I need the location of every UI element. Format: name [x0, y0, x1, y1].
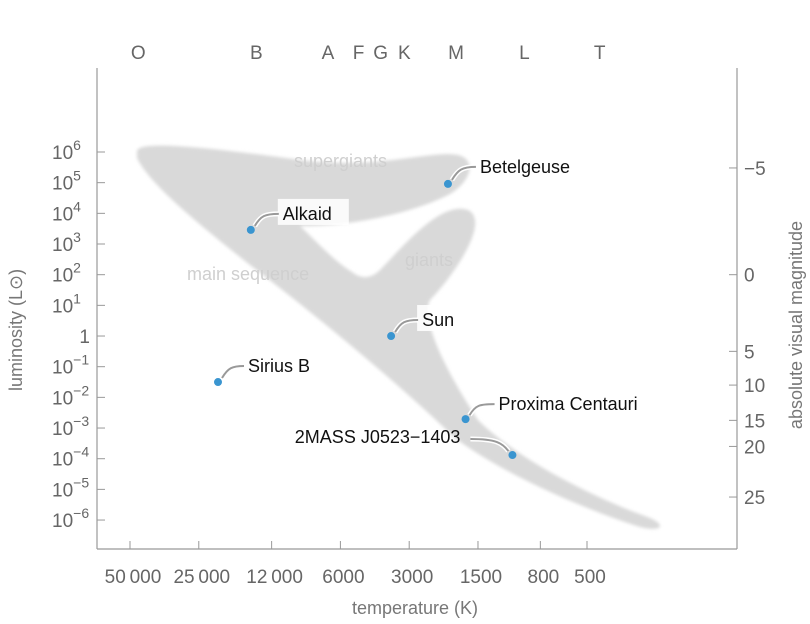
x-axis-title: temperature (K): [352, 598, 478, 618]
spectral-class-label: O: [131, 43, 146, 64]
y-tick-label: 101: [52, 290, 81, 317]
x-tick-label: 12 000: [246, 567, 303, 588]
y2-tick-label: −5: [744, 159, 766, 180]
star-point[interactable]: [213, 378, 222, 387]
star-label: 2MASS J0523−1403: [295, 427, 461, 447]
star-point-group: Alkaid: [246, 198, 349, 234]
star-point-group: 2MASS J0523−1403: [295, 427, 517, 460]
y-tick-label: 10−6: [52, 505, 89, 532]
y2-tick-label: 20: [744, 437, 765, 458]
star-label: Sirius B: [248, 356, 310, 376]
y-tick-label: 10−5: [52, 474, 89, 501]
star-point[interactable]: [387, 332, 396, 341]
x-tick-label: 6000: [322, 567, 364, 588]
star-point-group: Proxima Centauri: [461, 394, 638, 424]
label-background: [277, 198, 349, 225]
star-label: Alkaid: [283, 204, 332, 224]
y-tick-label: 104: [52, 198, 81, 225]
star-point[interactable]: [246, 225, 255, 234]
y-tick-label: 10−3: [52, 413, 89, 440]
star-label: Sun: [422, 310, 454, 330]
y-tick-label: 102: [52, 260, 81, 287]
y-axis-title: luminosity (L⊙): [6, 269, 26, 391]
leader-line: [451, 165, 476, 181]
spectral-class-label: M: [448, 43, 464, 64]
star-region-shape: [136, 145, 661, 529]
star-point-group: Sun: [387, 305, 457, 341]
region-label: giants: [405, 250, 453, 270]
y-tick-label: 1: [79, 327, 90, 348]
y2-tick-label: 5: [744, 342, 755, 363]
y2-tick-label: 15: [744, 411, 765, 432]
spectral-class-label: A: [322, 43, 335, 64]
spectral-class-label: F: [353, 43, 365, 64]
spectral-class-label: K: [398, 43, 411, 64]
spectral-class-label: T: [594, 43, 606, 64]
spectral-class-label: L: [519, 43, 530, 64]
x-tick-label: 3000: [391, 567, 433, 588]
y-tick-label: 105: [52, 168, 81, 195]
star-label: Proxima Centauri: [499, 394, 638, 414]
y-tick-label: 10−2: [52, 382, 89, 409]
label-background: [417, 305, 457, 332]
x-tick-label: 1500: [460, 567, 502, 588]
x-tick-label: 25 000: [173, 567, 230, 588]
y2-tick-label: 10: [744, 376, 765, 397]
plot-frame: [96, 68, 738, 550]
y-tick-label: 103: [52, 229, 81, 256]
y-tick-label: 10−1: [52, 352, 89, 379]
star-point[interactable]: [508, 451, 517, 460]
leader-line: [394, 319, 419, 333]
y2-axis-title: absolute visual magnitude: [786, 221, 806, 429]
star-point[interactable]: [443, 179, 452, 188]
x-tick-label: 500: [574, 567, 606, 588]
spectral-class-label: B: [250, 43, 263, 64]
y2-tick-label: 25: [744, 488, 765, 509]
y-tick-label: 106: [52, 137, 81, 164]
star-point-group: Betelgeuse: [443, 157, 570, 188]
region-label: supergiants: [294, 151, 387, 171]
region-label: main sequence: [187, 264, 309, 284]
star-point-group: Sirius B: [213, 356, 310, 387]
spectral-class-label: G: [373, 43, 388, 64]
leader-line: [221, 365, 244, 379]
x-tick-label: 800: [528, 567, 560, 588]
leader-line: [468, 403, 495, 416]
leader-line: [470, 438, 510, 452]
star-point[interactable]: [461, 415, 470, 424]
leader-line: [253, 212, 279, 227]
y-tick-label: 10−4: [52, 444, 89, 471]
y2-tick-label: 0: [744, 266, 755, 287]
star-label: Betelgeuse: [480, 157, 570, 177]
x-tick-label: 50 000: [105, 567, 162, 588]
